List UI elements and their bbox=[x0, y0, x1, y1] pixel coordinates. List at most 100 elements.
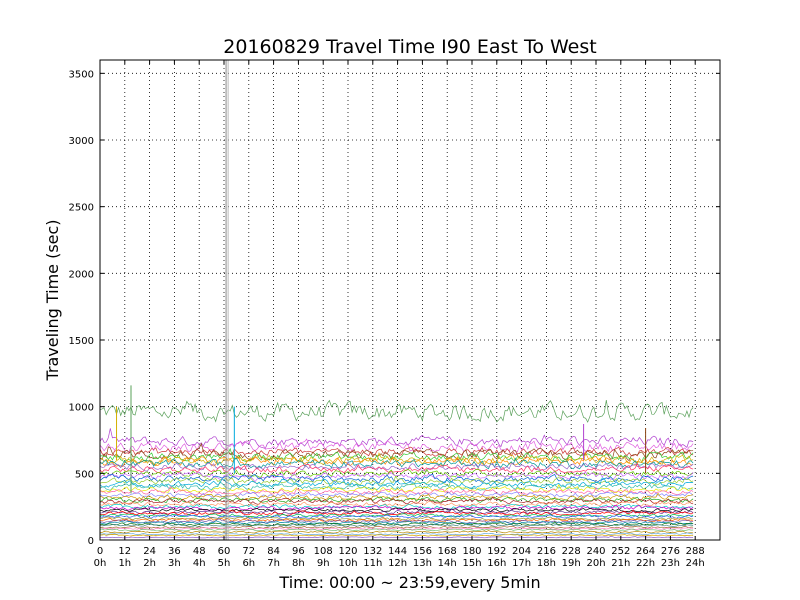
x-tick-sublabel: 15h bbox=[462, 558, 481, 569]
y-tick-label: 2000 bbox=[69, 269, 94, 280]
y-tick-label: 3500 bbox=[69, 69, 94, 80]
x-tick-label: 240 bbox=[586, 546, 605, 557]
y-tick-label: 2500 bbox=[69, 203, 94, 214]
x-tick-sublabel: 24h bbox=[686, 558, 705, 569]
y-tick-label: 1500 bbox=[69, 336, 94, 347]
x-tick-sublabel: 22h bbox=[636, 558, 655, 569]
series-line-28 bbox=[99, 508, 694, 516]
series-line-22 bbox=[99, 496, 694, 504]
y-axis-label: Traveling Time (sec) bbox=[43, 219, 62, 381]
series-line-12 bbox=[99, 468, 694, 478]
series-line-34 bbox=[99, 518, 694, 524]
y-tick-label: 500 bbox=[75, 469, 94, 480]
x-tick-sublabel: 8h bbox=[292, 558, 305, 569]
x-tick-sublabel: 11h bbox=[363, 558, 382, 569]
series-line-21 bbox=[99, 492, 694, 501]
x-tick-label: 108 bbox=[314, 546, 333, 557]
x-tick-label: 192 bbox=[487, 546, 506, 557]
series-line-39 bbox=[99, 526, 694, 530]
x-tick-label: 24 bbox=[143, 546, 156, 557]
series-line-20 bbox=[99, 491, 694, 498]
series-line-17 bbox=[99, 481, 694, 491]
x-tick-label: 12 bbox=[118, 546, 131, 557]
x-tick-sublabel: 5h bbox=[218, 558, 231, 569]
x-tick-sublabel: 12h bbox=[388, 558, 407, 569]
x-tick-sublabel: 17h bbox=[512, 558, 531, 569]
x-tick-label: 228 bbox=[562, 546, 581, 557]
x-tick-sublabel: 2h bbox=[143, 558, 156, 569]
series-line-25 bbox=[99, 503, 694, 510]
series-line-31 bbox=[99, 514, 694, 520]
chart-title: 20160829 Travel Time I90 East To West bbox=[223, 36, 596, 58]
series-line-41 bbox=[99, 530, 694, 534]
x-tick-label: 288 bbox=[686, 546, 705, 557]
series-line-19 bbox=[99, 485, 694, 496]
x-tick-label: 144 bbox=[388, 546, 407, 557]
x-tick-label: 132 bbox=[363, 546, 382, 557]
x-tick-sublabel: 19h bbox=[562, 558, 581, 569]
series-line-16 bbox=[99, 477, 694, 489]
series-line-27 bbox=[99, 507, 694, 513]
y-tick-label: 3000 bbox=[69, 136, 94, 147]
series-line-36 bbox=[100, 521, 694, 526]
x-tick-label: 216 bbox=[537, 546, 556, 557]
x-tick-sublabel: 4h bbox=[193, 558, 206, 569]
series-line-23 bbox=[99, 496, 694, 505]
x-tick-sublabel: 20h bbox=[586, 558, 605, 569]
series-line-15 bbox=[99, 475, 694, 486]
x-tick-label: 36 bbox=[168, 546, 181, 557]
x-tick-sublabel: 7h bbox=[267, 558, 280, 569]
series-lines bbox=[99, 60, 694, 540]
series-line-2 bbox=[99, 428, 694, 449]
x-tick-label: 276 bbox=[661, 546, 680, 557]
series-line-1 bbox=[99, 399, 694, 423]
series-line-13 bbox=[99, 471, 694, 483]
series-line-35 bbox=[99, 520, 694, 525]
x-tick-label: 156 bbox=[413, 546, 432, 557]
series-line-42 bbox=[99, 532, 694, 536]
x-tick-label: 48 bbox=[193, 546, 206, 557]
x-tick-label: 168 bbox=[438, 546, 457, 557]
x-tick-sublabel: 13h bbox=[413, 558, 432, 569]
x-tick-label: 96 bbox=[292, 546, 305, 557]
series-line-29 bbox=[100, 509, 694, 516]
x-tick-sublabel: 1h bbox=[118, 558, 131, 569]
y-axis-ticks: 0 500 1000 1500 2000 2500 3000 3500 bbox=[69, 69, 720, 547]
x-tick-label: 0 bbox=[97, 546, 103, 557]
x-tick-label: 204 bbox=[512, 546, 531, 557]
x-tick-label: 264 bbox=[636, 546, 655, 557]
x-tick-sublabel: 0h bbox=[94, 558, 107, 569]
series-line-24 bbox=[99, 499, 694, 507]
series-line-8 bbox=[99, 451, 694, 468]
series-line-9 bbox=[99, 457, 694, 470]
series-line-14 bbox=[99, 473, 694, 484]
y-tick-label: 0 bbox=[88, 536, 94, 547]
x-tick-label: 252 bbox=[611, 546, 630, 557]
x-tick-sublabel: 3h bbox=[168, 558, 181, 569]
x-tick-sublabel: 10h bbox=[338, 558, 357, 569]
x-tick-label: 72 bbox=[242, 546, 255, 557]
plot-frame bbox=[99, 59, 721, 541]
series-line-11 bbox=[99, 462, 694, 474]
series-line-37 bbox=[99, 522, 694, 527]
series-line-43 bbox=[100, 534, 694, 537]
x-tick-label: 120 bbox=[338, 546, 357, 557]
x-tick-sublabel: 23h bbox=[661, 558, 680, 569]
y-tick-label: 1000 bbox=[69, 403, 94, 414]
x-tick-label: 180 bbox=[462, 546, 481, 557]
x-tick-label: 84 bbox=[267, 546, 280, 557]
x-tick-sublabel: 16h bbox=[487, 558, 506, 569]
series-line-38 bbox=[99, 525, 694, 529]
series-line-5 bbox=[99, 442, 694, 462]
series-line-3 bbox=[99, 438, 694, 454]
series-line-18 bbox=[99, 483, 694, 494]
series-line-26 bbox=[99, 504, 694, 511]
x-tick-sublabel: 14h bbox=[438, 558, 457, 569]
x-axis-label: Time: 00:00 ~ 23:59,every 5min bbox=[278, 573, 540, 592]
series-line-6 bbox=[99, 447, 694, 464]
x-tick-sublabel: 21h bbox=[611, 558, 630, 569]
x-tick-sublabel: 9h bbox=[317, 558, 330, 569]
x-tick-label: 60 bbox=[218, 546, 231, 557]
